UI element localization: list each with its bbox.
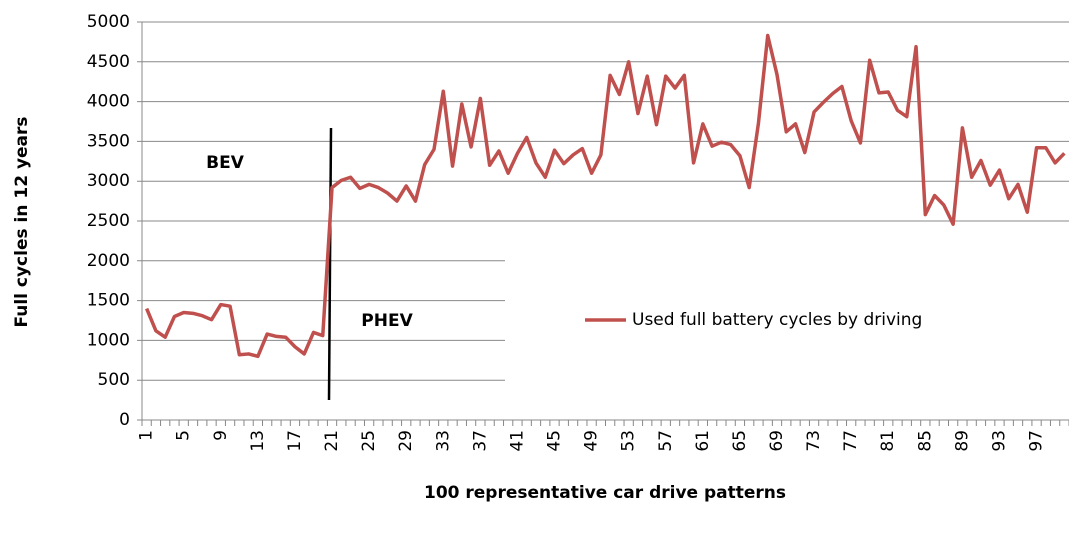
x-tick-label: 17 — [285, 430, 305, 452]
x-tick-label: 13 — [248, 430, 268, 452]
x-tick-label: 49 — [582, 430, 602, 452]
x-tick-label: 73 — [804, 430, 824, 452]
y-axis-title: Full cycles in 12 years — [12, 116, 32, 327]
x-axis-title: 100 representative car drive patterns — [424, 483, 786, 503]
x-tick-label: 85 — [915, 430, 935, 452]
x-tick-label: 41 — [507, 430, 527, 452]
x-tick-label: 21 — [322, 430, 342, 452]
x-tick-label: 25 — [359, 430, 379, 452]
legend-box — [505, 256, 1069, 420]
x-tick-label: 5 — [174, 430, 194, 441]
data-line — [145, 33, 1066, 359]
x-tick-label: 9 — [211, 430, 231, 441]
x-tick-label: 29 — [396, 430, 416, 452]
x-tick-label: 81 — [878, 430, 898, 452]
x-tick-label: 89 — [952, 430, 972, 452]
annotation: BEV — [206, 153, 245, 173]
y-tick-label: 3500 — [87, 131, 130, 151]
x-tick-label: 61 — [693, 430, 713, 452]
annotation: PHEV — [361, 311, 413, 331]
y-tick-label: 1500 — [87, 291, 130, 311]
x-tick-label: 45 — [545, 430, 565, 452]
x-tick-label: 65 — [730, 430, 750, 452]
y-tick-label: 3000 — [87, 171, 130, 191]
y-tick-label: 2500 — [87, 211, 130, 231]
x-tick-label: 33 — [433, 430, 453, 452]
y-tick-label: 2000 — [87, 251, 130, 271]
x-tick-label: 37 — [470, 430, 490, 452]
y-tick-label: 5000 — [87, 12, 130, 32]
divider-line — [327, 127, 333, 401]
x-tick-label: 93 — [989, 430, 1009, 452]
x-tick-label: 77 — [841, 430, 861, 452]
legend-label: Used full battery cycles by driving — [632, 310, 922, 330]
y-tick-label: 4500 — [87, 52, 130, 72]
y-tick-label: 0 — [119, 410, 130, 430]
x-tick-label: 53 — [619, 430, 639, 452]
y-tick-label: 500 — [98, 370, 130, 390]
x-tick-label: 69 — [767, 430, 787, 452]
y-tick-label: 1000 — [87, 330, 130, 350]
x-tick-label: 57 — [656, 430, 676, 452]
x-tick-label: 1 — [137, 430, 157, 441]
y-tick-label: 4000 — [87, 92, 130, 112]
x-tick-label: 97 — [1027, 430, 1047, 452]
